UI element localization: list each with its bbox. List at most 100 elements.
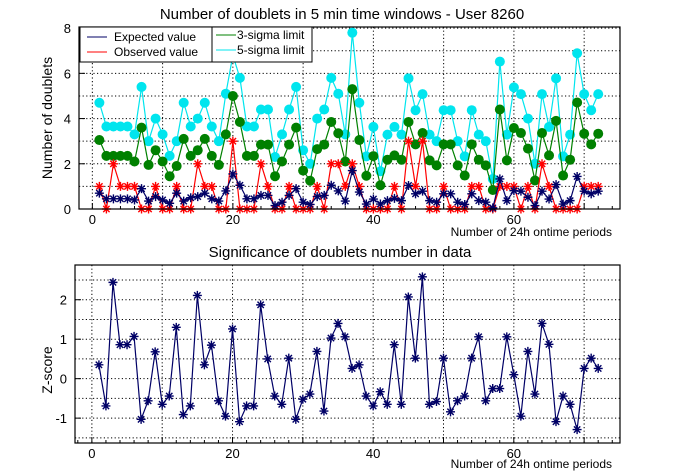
data-point: [403, 73, 414, 84]
data-point: [425, 196, 435, 206]
data-point: [94, 188, 104, 198]
data-point: [150, 347, 160, 357]
data-point: [515, 128, 526, 139]
data-point: [404, 180, 414, 190]
data-point: [228, 169, 238, 179]
data-point: [544, 194, 554, 204]
data-point: [361, 151, 372, 162]
data-point: [199, 133, 210, 144]
data-point: [565, 196, 575, 206]
data-point: [480, 136, 491, 147]
data-point: [593, 181, 603, 191]
data-point: [354, 360, 364, 370]
data-point: [129, 331, 139, 341]
data-point: [122, 194, 132, 204]
data-point: [466, 139, 477, 150]
data-point: [558, 391, 568, 401]
data-point: [115, 150, 126, 161]
data-point: [242, 401, 252, 411]
top-chart-ylabel: Number of doublets: [39, 57, 55, 179]
data-point: [375, 387, 385, 397]
data-point: [333, 159, 343, 169]
x-tick-label: 0: [88, 446, 95, 461]
data-point: [509, 370, 519, 380]
data-point: [438, 105, 449, 116]
data-point: [565, 154, 576, 165]
data-point: [305, 175, 316, 186]
data-point: [256, 300, 266, 310]
data-point: [516, 186, 526, 196]
data-point: [417, 89, 428, 100]
data-point: [207, 181, 217, 191]
data-point: [530, 201, 540, 211]
data-point: [523, 192, 533, 202]
data-point: [579, 363, 589, 373]
data-point: [495, 181, 505, 191]
data-point: [291, 414, 301, 424]
data-point: [277, 129, 288, 140]
legend-3sigma: 3-sigma limit: [237, 28, 305, 42]
data-point: [522, 113, 533, 124]
data-point: [439, 189, 449, 199]
data-point: [137, 184, 147, 194]
data-point: [488, 384, 498, 394]
data-point: [572, 48, 583, 59]
data-point: [199, 360, 209, 370]
data-point: [319, 406, 329, 416]
data-point: [291, 81, 302, 92]
data-point: [164, 171, 175, 182]
data-point: [241, 150, 252, 161]
data-point: [460, 391, 470, 401]
legend-5sigma: 5-sigma limit: [237, 43, 305, 57]
data-point: [537, 159, 547, 169]
data-point: [565, 399, 575, 409]
data-point: [248, 150, 259, 161]
data-point: [108, 159, 118, 169]
data-point: [361, 170, 372, 181]
data-point: [192, 290, 202, 300]
data-point: [305, 158, 316, 169]
data-point: [115, 194, 125, 204]
data-point: [467, 353, 477, 363]
data-point: [234, 72, 245, 83]
data-point: [193, 192, 203, 202]
data-point: [586, 189, 596, 199]
data-point: [185, 150, 196, 161]
data-point: [122, 121, 133, 132]
data-point: [403, 116, 414, 127]
x-tick-label: 40: [366, 446, 380, 461]
data-point: [319, 104, 330, 115]
data-point: [298, 197, 308, 207]
data-point: [522, 143, 533, 154]
plot-frame: [78, 26, 621, 210]
data-point: [481, 197, 491, 207]
data-point: [347, 27, 358, 38]
legend-observed: Observed value: [114, 45, 198, 59]
data-point: [368, 401, 378, 411]
data-point: [375, 199, 385, 209]
data-point: [480, 160, 491, 171]
bottom-chart: 0 20 40 60 -1 0 1 2: [55, 264, 621, 461]
data-point: [411, 189, 421, 199]
data-point: [171, 161, 182, 172]
data-point: [249, 194, 259, 204]
x-tick-label: 60: [507, 446, 521, 461]
data-point: [164, 150, 175, 161]
data-point: [298, 165, 309, 176]
data-point: [445, 139, 456, 150]
data-point: [537, 128, 548, 139]
y-tick-label: 6: [64, 66, 71, 81]
data-point: [396, 399, 406, 409]
data-point: [347, 166, 357, 176]
data-point: [94, 97, 105, 108]
data-point: [558, 170, 569, 181]
data-point: [586, 139, 597, 150]
data-point: [551, 115, 562, 126]
data-point: [172, 181, 182, 191]
top-chart-title: Number of doublets in 5 min time windows…: [160, 6, 524, 23]
data-point: [178, 410, 188, 420]
data-point: [432, 197, 442, 207]
legend: Expected value Observed value 3-sigma li…: [79, 26, 313, 63]
data-point: [579, 186, 589, 196]
data-point: [515, 89, 526, 100]
